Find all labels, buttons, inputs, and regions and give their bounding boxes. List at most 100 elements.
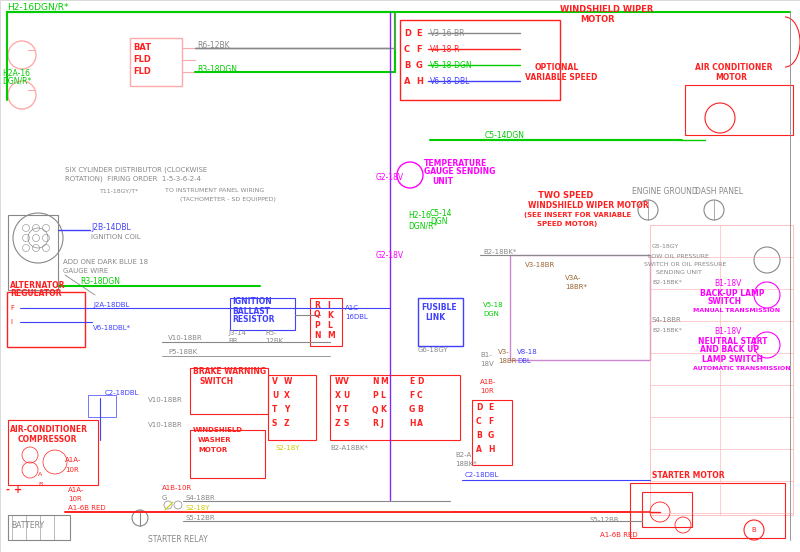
Text: AUTOMATIC TRANSMISSION: AUTOMATIC TRANSMISSION — [693, 365, 790, 370]
Bar — [130, 38, 182, 86]
Text: GAUGE WIRE: GAUGE WIRE — [63, 268, 108, 274]
Text: BATTERY: BATTERY — [11, 521, 44, 529]
Text: VARIABLE SPEED: VARIABLE SPEED — [525, 72, 598, 82]
Text: DGN/R*: DGN/R* — [408, 221, 438, 231]
Text: L: L — [380, 391, 385, 401]
Text: DGN: DGN — [430, 217, 447, 226]
Text: B1-: B1- — [480, 352, 492, 358]
Bar — [88, 395, 116, 417]
Text: Q: Q — [314, 310, 321, 320]
Bar — [310, 298, 342, 346]
Bar — [330, 375, 460, 440]
Text: A: A — [476, 444, 482, 454]
Text: 18V: 18V — [480, 361, 494, 367]
Text: A1-6B RED: A1-6B RED — [68, 505, 106, 511]
Text: BRAKE WARNING: BRAKE WARNING — [193, 368, 266, 376]
Text: B: B — [404, 61, 410, 70]
Text: V: V — [343, 378, 349, 386]
Text: M: M — [380, 378, 388, 386]
Text: T: T — [343, 406, 348, 415]
Text: S4-18BR: S4-18BR — [185, 495, 214, 501]
Text: STARTER RELAY: STARTER RELAY — [148, 535, 208, 544]
Text: (SEE INSERT FOR VARIABLE: (SEE INSERT FOR VARIABLE — [524, 212, 631, 218]
Text: ENGINE GROUND: ENGINE GROUND — [632, 188, 698, 197]
Text: H2-16: H2-16 — [408, 211, 431, 220]
Text: SWITCH OR OIL PRESSURE: SWITCH OR OIL PRESSURE — [644, 262, 726, 267]
Text: E: E — [409, 378, 414, 386]
Text: V6-18DBL*: V6-18DBL* — [93, 325, 131, 331]
Text: N: N — [372, 378, 378, 386]
Text: SWITCH: SWITCH — [200, 378, 234, 386]
Text: REGULATOR: REGULATOR — [10, 289, 62, 298]
Text: -: - — [5, 485, 9, 495]
Text: S: S — [272, 420, 278, 428]
Text: SIX CYLINDER DISTRIBUTOR (CLOCKWISE: SIX CYLINDER DISTRIBUTOR (CLOCKWISE — [65, 167, 207, 173]
Text: U: U — [343, 391, 350, 401]
Text: I: I — [327, 300, 330, 310]
Text: MANUAL TRANSMISSION: MANUAL TRANSMISSION — [693, 309, 780, 314]
Text: FLD: FLD — [133, 67, 151, 77]
Text: C: C — [404, 45, 410, 54]
Text: B1-18V: B1-18V — [714, 279, 742, 288]
Text: S4-18BR: S4-18BR — [652, 317, 682, 323]
Text: UNIT: UNIT — [432, 177, 453, 185]
Text: V6-18-DBL: V6-18-DBL — [430, 77, 470, 86]
Text: G: G — [416, 61, 423, 70]
Bar — [685, 85, 793, 135]
Text: R3-18DGN: R3-18DGN — [197, 65, 237, 73]
Text: FUSIBLE: FUSIBLE — [421, 304, 457, 312]
Bar — [418, 298, 463, 346]
Text: H2A-16: H2A-16 — [2, 68, 30, 77]
Text: 10R: 10R — [65, 467, 78, 473]
Text: Y: Y — [335, 406, 340, 415]
Text: MOTOR: MOTOR — [198, 447, 227, 453]
Bar — [7, 292, 85, 347]
Text: D: D — [476, 402, 482, 411]
Text: V5-18: V5-18 — [483, 302, 504, 308]
Text: V3A-: V3A- — [565, 275, 582, 281]
Text: LAMP SWITCH: LAMP SWITCH — [702, 354, 763, 364]
Text: LINK: LINK — [425, 314, 445, 322]
Text: J3-14: J3-14 — [228, 330, 246, 336]
Text: G2-18V: G2-18V — [376, 173, 404, 183]
Text: A1A-: A1A- — [68, 487, 84, 493]
Text: V3-18BR: V3-18BR — [525, 262, 555, 268]
Text: C2-18DBL: C2-18DBL — [105, 390, 139, 396]
Text: WASHER: WASHER — [198, 437, 232, 443]
Text: DGN: DGN — [483, 311, 499, 317]
Text: A: A — [38, 473, 42, 477]
Bar — [8, 420, 98, 485]
Bar — [472, 400, 512, 465]
Text: I: I — [10, 319, 12, 325]
Bar — [510, 255, 650, 360]
Text: H: H — [409, 420, 415, 428]
Text: S2-18Y: S2-18Y — [185, 505, 210, 511]
Text: P5-18BK: P5-18BK — [168, 349, 198, 355]
Text: BACK-UP LAMP: BACK-UP LAMP — [700, 289, 765, 298]
Text: A1B-: A1B- — [480, 379, 497, 385]
Text: C: C — [476, 417, 482, 426]
Text: NEUTRAL START: NEUTRAL START — [698, 337, 767, 346]
Text: TWO SPEED: TWO SPEED — [538, 192, 594, 200]
Text: +: + — [14, 485, 22, 495]
Text: E: E — [488, 402, 494, 411]
Text: A1B-10R: A1B-10R — [162, 485, 192, 491]
Text: COMPRESSOR: COMPRESSOR — [18, 436, 78, 444]
Text: L: L — [327, 321, 332, 330]
Text: V10-18BR: V10-18BR — [148, 422, 182, 428]
Text: H: H — [416, 77, 423, 86]
Text: K: K — [380, 406, 386, 415]
Text: B2-A18BK*: B2-A18BK* — [330, 445, 368, 451]
Text: F: F — [10, 305, 14, 311]
Text: B2-A: B2-A — [455, 452, 471, 458]
Text: J2A-18DBL: J2A-18DBL — [93, 302, 130, 308]
Text: DGN/R*: DGN/R* — [2, 77, 31, 86]
Bar — [268, 375, 316, 440]
Text: R5-: R5- — [265, 330, 277, 336]
Text: SWITCH: SWITCH — [708, 298, 742, 306]
Text: GAUGE SENDING: GAUGE SENDING — [424, 167, 495, 177]
Text: P: P — [372, 391, 378, 401]
Text: 18BK*: 18BK* — [455, 461, 477, 467]
Text: N: N — [314, 331, 321, 339]
Text: B2-18BK*: B2-18BK* — [483, 249, 516, 255]
